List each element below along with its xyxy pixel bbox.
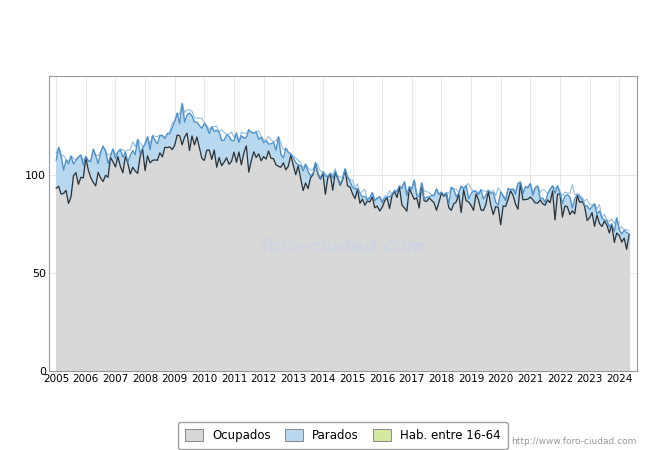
Text: http://www.foro-ciudad.com: http://www.foro-ciudad.com bbox=[512, 436, 637, 446]
Text: Salmeroncillos - Evolucion de la poblacion en edad de Trabajar Mayo de 2024: Salmeroncillos - Evolucion de la poblaci… bbox=[66, 10, 584, 23]
Text: foro-ciudad.com: foro-ciudad.com bbox=[260, 238, 426, 256]
Legend: Ocupados, Parados, Hab. entre 16-64: Ocupados, Parados, Hab. entre 16-64 bbox=[178, 422, 508, 450]
